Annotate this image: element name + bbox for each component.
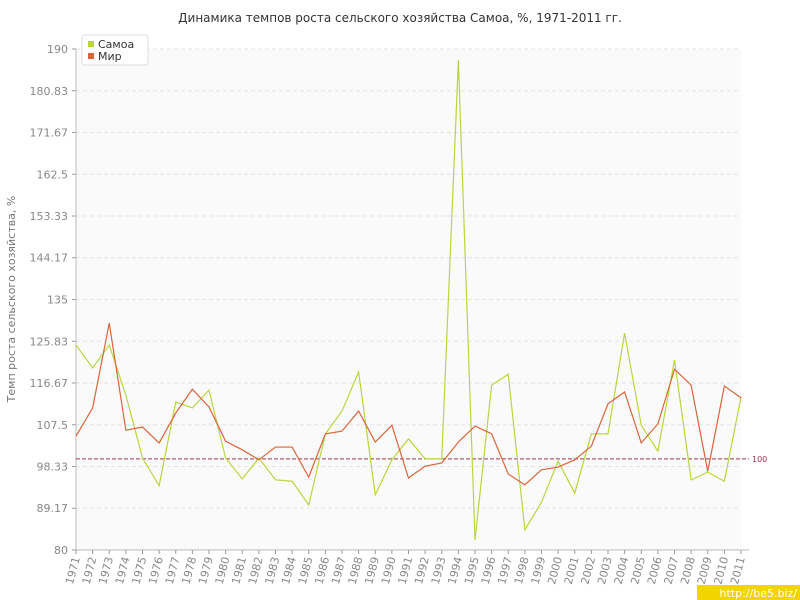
y-axis-label: Темп роста сельского хозяйства, %	[5, 196, 18, 404]
y-tick-label: 80	[54, 544, 68, 557]
series-line	[75, 59, 742, 541]
y-tick-label: 89.17	[37, 502, 69, 515]
y-tick-label: 180.83	[30, 85, 69, 98]
chart-title: Динамика темпов роста сельского хозяйств…	[178, 11, 622, 25]
y-tick-label: 144.17	[30, 252, 69, 265]
y-tick-label: 153.33	[30, 210, 69, 223]
series-line	[75, 323, 742, 486]
legend-label: Самоа	[98, 38, 134, 51]
legend-swatch	[88, 41, 94, 47]
y-tick-label: 125.83	[30, 335, 69, 348]
legend-label: Мир	[98, 50, 122, 63]
y-tick-label: 190	[47, 43, 68, 56]
watermark-bg	[697, 585, 800, 600]
watermark: http://be5.biz/	[720, 587, 798, 600]
legend-box	[81, 34, 149, 66]
y-tick-label: 171.67	[30, 126, 69, 139]
y-tick-label: 135	[47, 294, 68, 307]
legend-swatch	[88, 53, 94, 59]
reference-label: 100	[752, 455, 767, 464]
y-tick-label: 162.5	[37, 168, 69, 181]
x-tick-label: 2011	[728, 555, 748, 585]
y-tick-label: 107.5	[37, 419, 69, 432]
y-tick-label: 116.67	[30, 377, 69, 390]
y-tick-label: 98.33	[37, 461, 69, 474]
